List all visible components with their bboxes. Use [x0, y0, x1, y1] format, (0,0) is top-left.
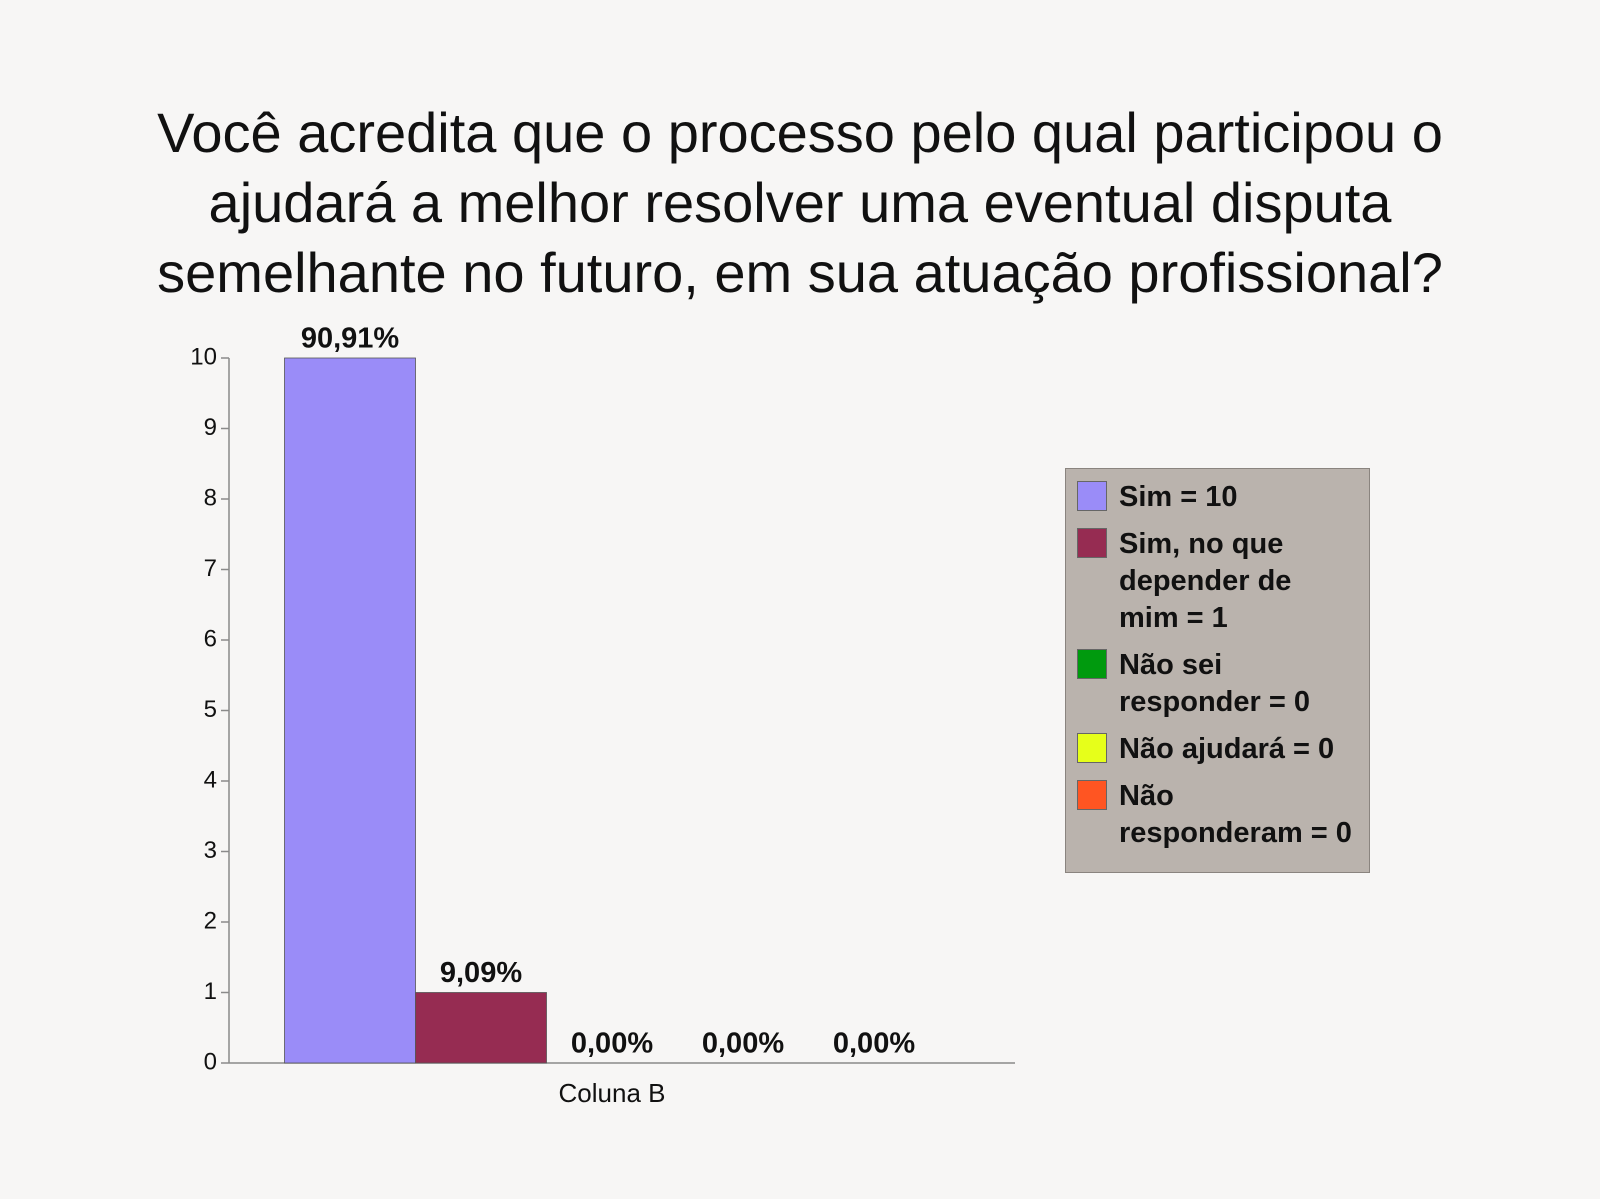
legend-item: Não sei responder = 0 — [1077, 647, 1359, 721]
y-tick-label: 9 — [204, 414, 217, 441]
legend-swatch — [1077, 649, 1107, 679]
y-tick-label: 0 — [204, 1048, 217, 1075]
legend-swatch — [1077, 733, 1107, 763]
legend-swatch — [1077, 528, 1107, 558]
legend-swatch — [1077, 780, 1107, 810]
legend-item: Não ajudará = 0 — [1077, 731, 1359, 768]
legend: Sim = 10 Sim, no que depender de mim = 1 N… — [1065, 468, 1370, 873]
legend-label: Sim, no que depender de mim = 1 — [1119, 528, 1292, 634]
legend-swatch — [1077, 481, 1107, 511]
bar — [415, 992, 547, 1064]
value-label: 90,91% — [301, 323, 400, 355]
y-tick-label: 7 — [204, 555, 217, 582]
y-tick-label: 4 — [204, 766, 217, 793]
bar — [284, 357, 416, 1064]
value-label: 0,00% — [833, 1028, 915, 1060]
y-tick-label: 3 — [204, 837, 217, 864]
x-tick-label: Coluna B — [559, 1078, 666, 1108]
legend-label: Não sei responder = 0 — [1119, 649, 1310, 718]
y-tick-label: 10 — [190, 343, 217, 370]
legend-label: Não ajudará = 0 — [1119, 733, 1335, 765]
chart-title: Você acredita que o processo pelo qual p… — [157, 101, 1443, 304]
legend-label: Não responderam = 0 — [1119, 780, 1352, 849]
legend-item: Não responderam = 0 — [1077, 778, 1359, 852]
value-label: 0,00% — [702, 1028, 784, 1060]
y-tick-label: 1 — [204, 978, 217, 1005]
y-tick-label: 6 — [204, 625, 217, 652]
value-label: 0,00% — [571, 1028, 653, 1060]
legend-label: Sim = 10 — [1119, 481, 1238, 513]
y-tick-label: 2 — [204, 907, 217, 934]
legend-item: Sim = 10 — [1077, 479, 1359, 516]
y-tick-label: 8 — [204, 484, 217, 511]
y-tick-label: 5 — [204, 696, 217, 723]
legend-item: Sim, no que depender de mim = 1 — [1077, 526, 1359, 637]
value-label: 9,09% — [440, 957, 522, 989]
